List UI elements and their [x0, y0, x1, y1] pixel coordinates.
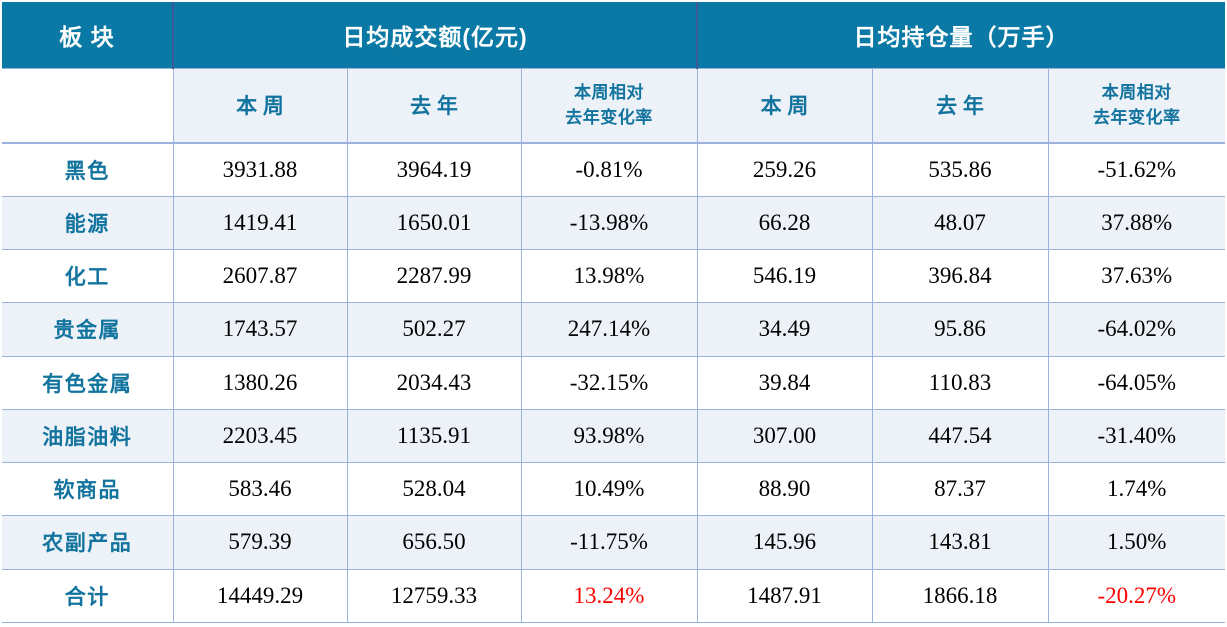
- blank-header-cell: [2, 67, 174, 144]
- sector-label: 有色金属: [2, 355, 174, 410]
- value-cell: 583.46: [172, 462, 348, 517]
- change-cell: 1.74%: [1047, 462, 1225, 517]
- value-cell: 579.39: [172, 515, 348, 570]
- turnover-group-header: 日均成交额(亿元): [172, 2, 698, 69]
- value-cell: 3931.88: [172, 142, 348, 197]
- sector-label: 化工: [2, 249, 174, 304]
- sector-label: 黑色: [2, 142, 174, 197]
- sector-label: 软商品: [2, 462, 174, 517]
- sector-label: 农副产品: [2, 515, 174, 570]
- change-cell: 37.88%: [1047, 195, 1225, 251]
- change-header-line1: 本周相对: [1101, 82, 1172, 102]
- total-label: 合计: [2, 568, 174, 624]
- value-cell: 14449.29: [172, 568, 348, 624]
- value-cell: 502.27: [346, 302, 522, 357]
- value-cell: 2203.45: [172, 408, 348, 464]
- open-interest-group-header: 日均持仓量（万手）: [696, 2, 1225, 69]
- value-cell: 1866.18: [871, 568, 1049, 624]
- table-row-energy: 能源 1419.41 1650.01 -13.98% 66.28 48.07 3…: [2, 195, 1225, 251]
- value-cell: 656.50: [346, 515, 522, 570]
- change-cell: -0.81%: [520, 142, 698, 197]
- change-cell: -32.15%: [520, 355, 698, 410]
- turnover-lastyear-header: 去 年: [346, 67, 522, 144]
- value-cell: 1487.91: [696, 568, 873, 624]
- table-row-total: 合计 14449.29 12759.33 13.24% 1487.91 1866…: [2, 568, 1225, 624]
- sector-column-header: 板 块: [2, 2, 174, 69]
- value-cell: 546.19: [696, 249, 873, 304]
- value-cell: 1380.26: [172, 355, 348, 410]
- value-cell: 145.96: [696, 515, 873, 570]
- table-row-black: 黑色 3931.88 3964.19 -0.81% 259.26 535.86 …: [2, 142, 1225, 197]
- value-cell: 1135.91: [346, 408, 522, 464]
- oi-week-header: 本 周: [696, 67, 873, 144]
- table-row-agricultural-products: 农副产品 579.39 656.50 -11.75% 145.96 143.81…: [2, 515, 1225, 570]
- value-cell: 88.90: [696, 462, 873, 517]
- change-cell: 1.50%: [1047, 515, 1225, 570]
- change-cell: 10.49%: [520, 462, 698, 517]
- value-cell: 396.84: [871, 249, 1049, 304]
- value-cell: 3964.19: [346, 142, 522, 197]
- change-header-line2: 去年变化率: [565, 108, 653, 128]
- change-cell: 93.98%: [520, 408, 698, 464]
- value-cell: 12759.33: [346, 568, 522, 624]
- table-row-soft-commodities: 软商品 583.46 528.04 10.49% 88.90 87.37 1.7…: [2, 462, 1225, 517]
- value-cell: 2607.87: [172, 249, 348, 304]
- table-row-chemicals: 化工 2607.87 2287.99 13.98% 546.19 396.84 …: [2, 249, 1225, 304]
- change-header-line1: 本周相对: [574, 82, 644, 102]
- sector-label: 油脂油料: [2, 408, 174, 464]
- sector-label: 贵金属: [2, 302, 174, 357]
- value-cell: 34.49: [696, 302, 873, 357]
- change-cell: -31.40%: [1047, 408, 1225, 464]
- value-cell: 447.54: [871, 408, 1049, 464]
- value-cell: 528.04: [346, 462, 522, 517]
- value-cell: 87.37: [871, 462, 1049, 517]
- change-cell: -11.75%: [520, 515, 698, 570]
- change-header-line2: 去年变化率: [1093, 108, 1181, 128]
- oi-change-header: 本周相对 去年变化率: [1047, 67, 1225, 144]
- value-cell: 1419.41: [172, 195, 348, 251]
- value-cell: 110.83: [871, 355, 1049, 410]
- change-cell: 37.63%: [1047, 249, 1225, 304]
- value-cell: 1743.57: [172, 302, 348, 357]
- turnover-week-header: 本 周: [172, 67, 348, 144]
- change-cell: 13.98%: [520, 249, 698, 304]
- turnover-change-header: 本周相对 去年变化率: [520, 67, 698, 144]
- value-cell: 48.07: [871, 195, 1049, 251]
- sub-header-row: 本 周 去 年 本周相对 去年变化率 本 周 去 年 本周相对 去年变化率: [2, 67, 1225, 144]
- value-cell: 143.81: [871, 515, 1049, 570]
- value-cell: 307.00: [696, 408, 873, 464]
- oi-lastyear-header: 去 年: [871, 67, 1049, 144]
- change-cell: -64.05%: [1047, 355, 1225, 410]
- value-cell: 95.86: [871, 302, 1049, 357]
- value-cell: 259.26: [696, 142, 873, 197]
- table-row-nonferrous-metals: 有色金属 1380.26 2034.43 -32.15% 39.84 110.8…: [2, 355, 1225, 410]
- value-cell: 66.28: [696, 195, 873, 251]
- total-change-cell: -20.27%: [1047, 568, 1225, 624]
- value-cell: 2034.43: [346, 355, 522, 410]
- change-cell: -13.98%: [520, 195, 698, 251]
- table-row-precious-metals: 贵金属 1743.57 502.27 247.14% 34.49 95.86 -…: [2, 302, 1225, 357]
- value-cell: 535.86: [871, 142, 1049, 197]
- group-header-row: 板 块 日均成交额(亿元) 日均持仓量（万手）: [2, 2, 1225, 69]
- change-cell: -51.62%: [1047, 142, 1225, 197]
- value-cell: 39.84: [696, 355, 873, 410]
- sector-label: 能源: [2, 195, 174, 251]
- table-row-oils-oilseeds: 油脂油料 2203.45 1135.91 93.98% 307.00 447.5…: [2, 408, 1225, 464]
- value-cell: 1650.01: [346, 195, 522, 251]
- total-change-cell: 13.24%: [520, 568, 698, 624]
- change-cell: 247.14%: [520, 302, 698, 357]
- value-cell: 2287.99: [346, 249, 522, 304]
- change-cell: -64.02%: [1047, 302, 1225, 357]
